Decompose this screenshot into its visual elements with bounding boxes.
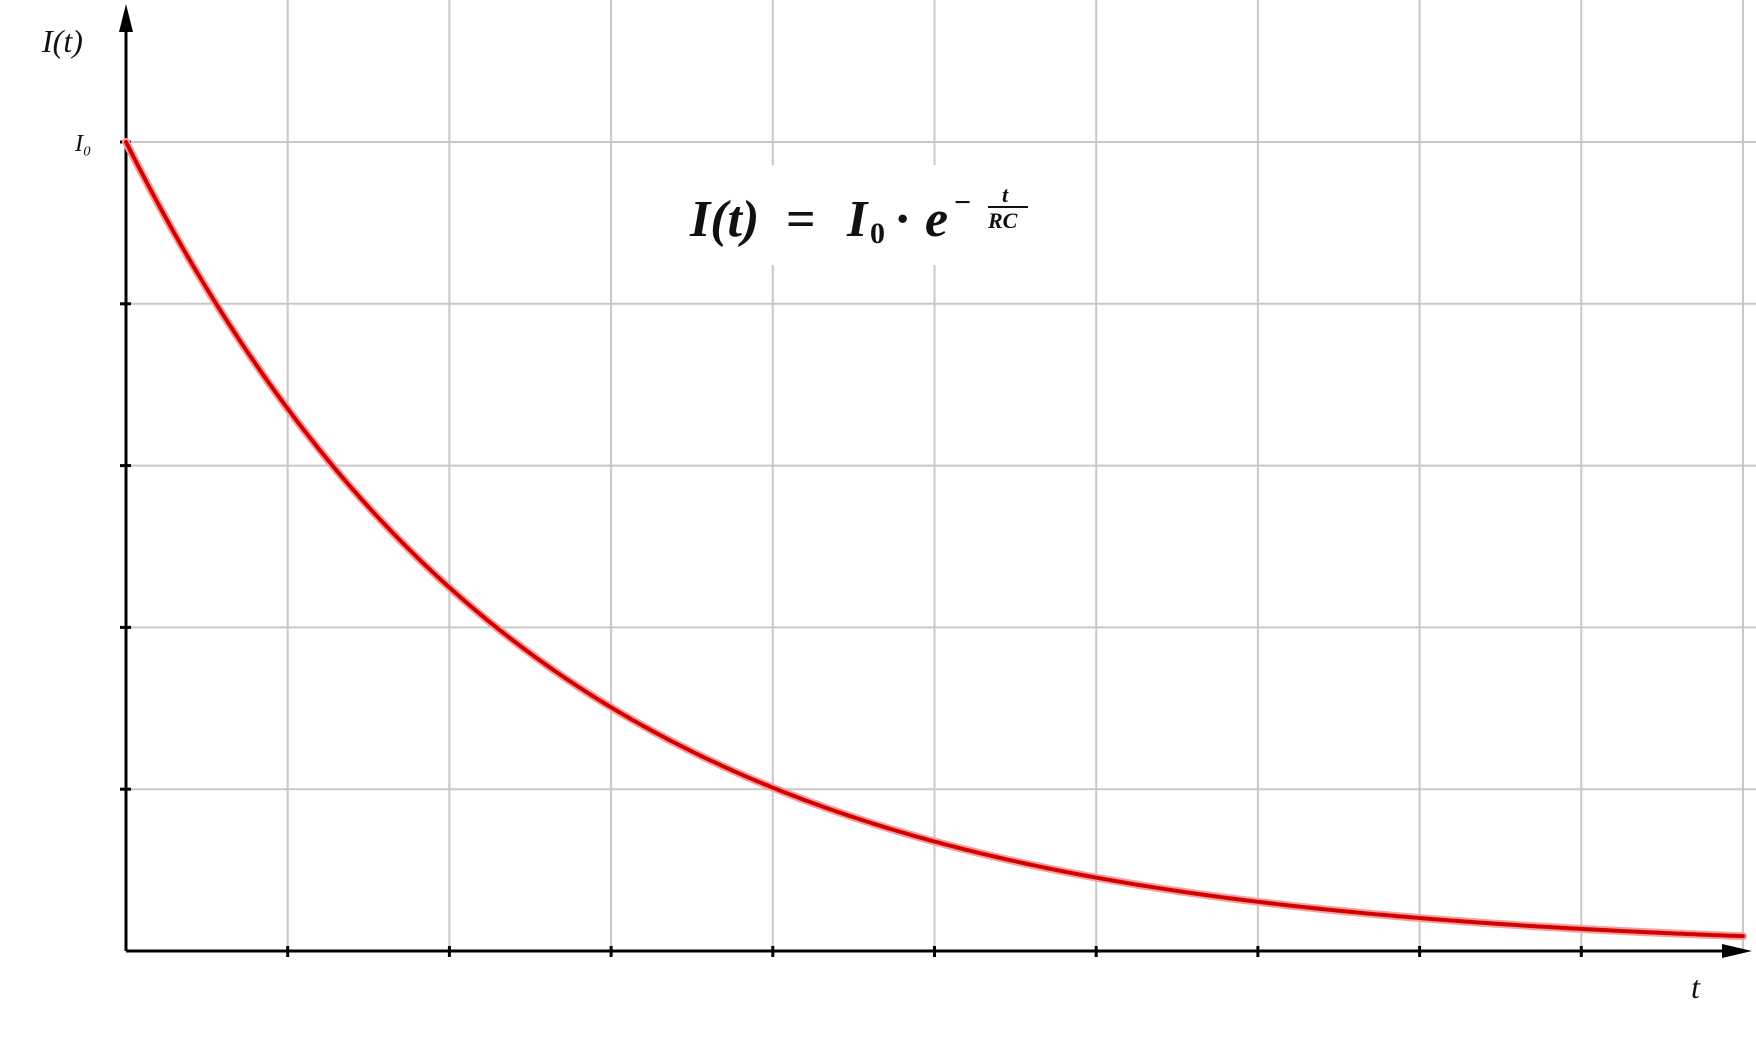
formula-equals: = (786, 191, 816, 248)
x-axis-arrow (1722, 944, 1752, 958)
formula-base-subscript: 0 (870, 217, 885, 250)
y-axis-label: I(t) (41, 23, 83, 59)
grid (126, 0, 1756, 951)
formula-exp-numerator: t (1002, 182, 1009, 207)
formula-exp-sign: − (954, 186, 971, 219)
y-tick-label-i0: I₀ (74, 131, 91, 157)
x-axis-label: t (1691, 969, 1701, 1005)
formula-annotation: I(t) = I 0 · e − t RC (680, 165, 1045, 265)
formula-exp-denominator: RC (987, 208, 1018, 233)
formula-dot: · (894, 191, 911, 248)
formula-base: I (846, 191, 869, 248)
y-axis-arrow (119, 4, 133, 32)
formula-exp-base: e (925, 191, 948, 248)
formula-background (680, 165, 1045, 265)
formula-lhs: I(t) (689, 191, 759, 248)
series-line-current (124, 140, 1745, 939)
